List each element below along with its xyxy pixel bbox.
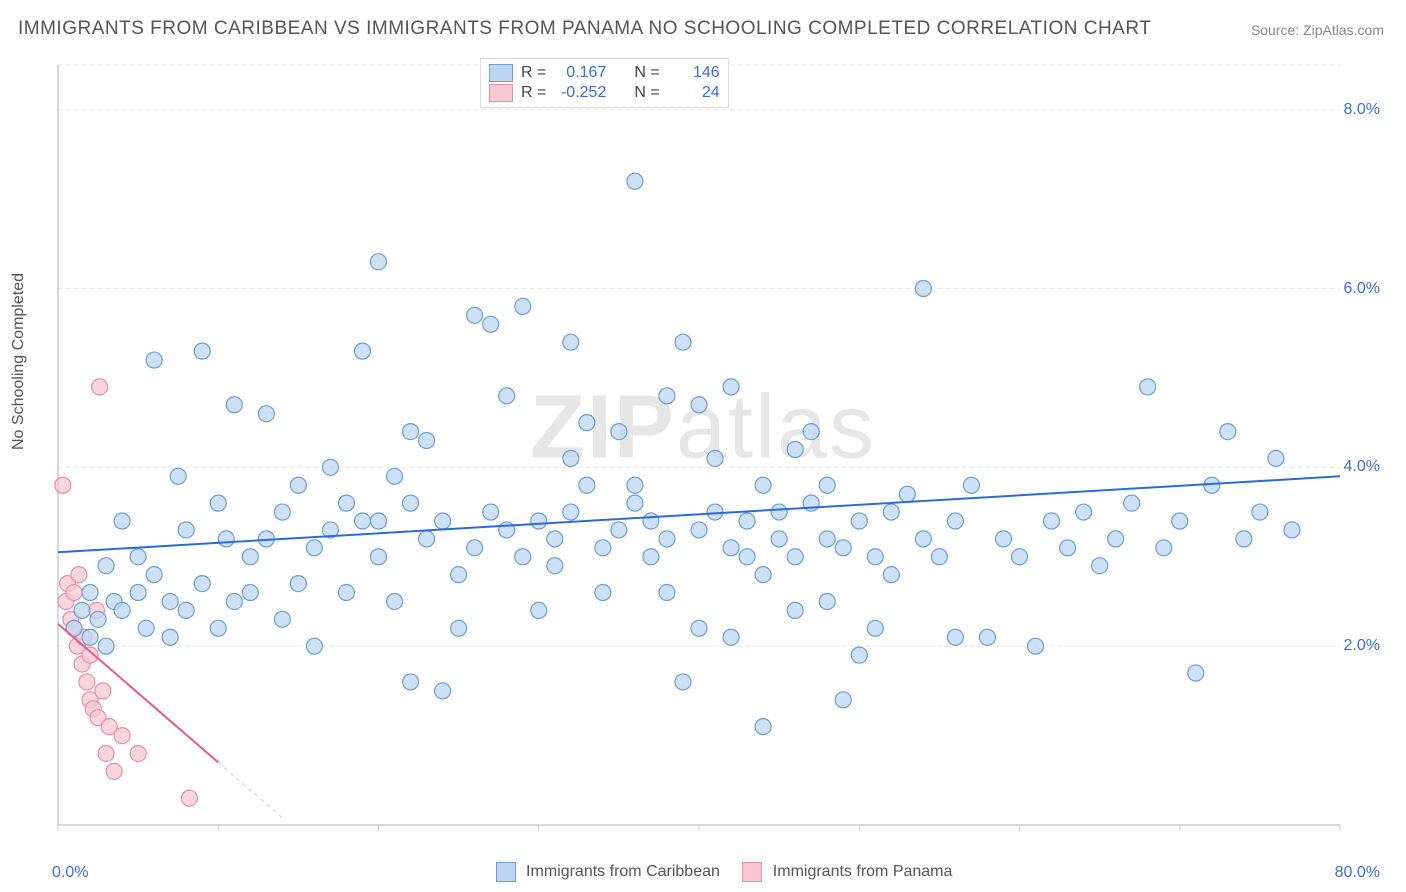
stats-legend: R = 0.167 N = 146 R = -0.252 N = 24: [480, 58, 729, 108]
n-prefix: N =: [634, 64, 659, 82]
n-prefix: N =: [634, 84, 659, 102]
legend-label-caribbean: Immigrants from Caribbean: [526, 863, 720, 880]
r-value-panama: -0.252: [554, 84, 606, 102]
y-tick-label: 6.0%: [1344, 280, 1380, 298]
stats-row-caribbean: R = 0.167 N = 146: [489, 63, 720, 83]
y-tick-label: 8.0%: [1344, 101, 1380, 119]
swatch-caribbean-icon: [489, 64, 513, 82]
chart-title: IMMIGRANTS FROM CARIBBEAN VS IMMIGRANTS …: [18, 18, 1151, 40]
r-prefix: R =: [521, 64, 546, 82]
x-max-label: 80.0%: [1335, 864, 1380, 882]
y-axis-label: No Schooling Completed: [10, 273, 28, 450]
scatter-plot: [50, 55, 1380, 855]
n-value-panama: 24: [668, 84, 720, 102]
source-label: Source: ZipAtlas.com: [1251, 22, 1384, 38]
swatch-panama-icon: [742, 862, 762, 882]
swatch-panama-icon: [489, 84, 513, 102]
swatch-caribbean-icon: [496, 862, 516, 882]
stats-row-panama: R = -0.252 N = 24: [489, 83, 720, 103]
legend-label-panama: Immigrants from Panama: [773, 863, 953, 880]
y-tick-label: 4.0%: [1344, 458, 1380, 476]
r-prefix: R =: [521, 84, 546, 102]
y-tick-label: 2.0%: [1344, 637, 1380, 655]
x-min-label: 0.0%: [52, 864, 88, 882]
x-axis-legend: Immigrants from Caribbean Immigrants fro…: [50, 862, 1380, 882]
r-value-caribbean: 0.167: [554, 64, 606, 82]
n-value-caribbean: 146: [668, 64, 720, 82]
